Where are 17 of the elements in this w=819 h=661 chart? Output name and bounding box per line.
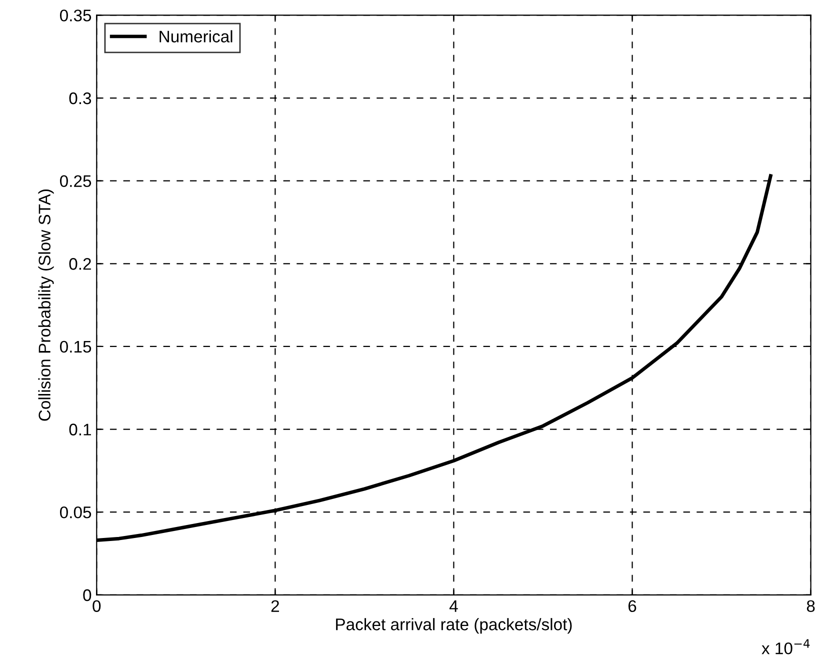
x-tick-label: 2 [271, 600, 279, 612]
x-axis-title: Packet arrival rate (packets/slot) [336, 618, 572, 634]
y-tick-label: 0.15 [60, 340, 92, 353]
y-axis-title: Collision Probability (Slow STA) [38, 190, 54, 421]
legend-label: Numerical [160, 30, 232, 42]
x-tick-label: 0 [92, 600, 101, 612]
y-tick-label: 0.2 [69, 258, 91, 270]
y-tick-label: 0.05 [60, 506, 92, 518]
text: x 10$^{−4}$ [762, 639, 810, 654]
y-tick-label: 0 [83, 589, 92, 602]
x-tick-label: 6 [628, 600, 636, 612]
y-tick-label: 0.3 [69, 92, 92, 104]
y-tick-label: 0.1 [69, 424, 91, 436]
x-tick-label: 4 [449, 600, 458, 612]
x-tick-label: 8 [806, 600, 815, 612]
y-tick-label: 0.25 [60, 175, 92, 188]
y-tick-label: 0.35 [60, 10, 92, 22]
